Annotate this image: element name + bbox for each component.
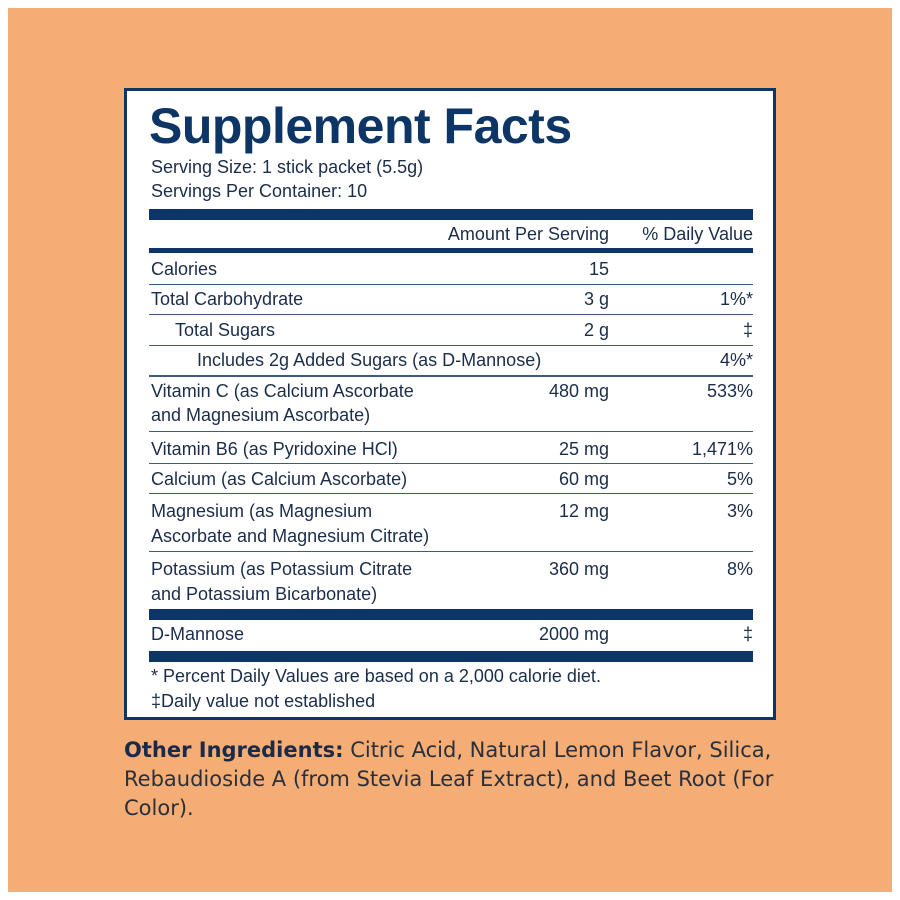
footnote-daily-values: * Percent Daily Values are based on a 2,… [151, 666, 601, 686]
supplement-facts-label: Supplement Facts Serving Size: 1 stick p… [124, 88, 776, 720]
nutrient-dv: 8% [726, 559, 753, 579]
nutrient-name: Total Carbohydrate [151, 289, 304, 309]
nutrient-name: Calories [151, 259, 218, 279]
nutrient-dv: ‡ [742, 320, 753, 340]
nutrient-amount: 15 [588, 259, 609, 279]
nutrient-dv: 533% [706, 381, 753, 401]
row-divider [149, 345, 753, 346]
nutrient-name: Total Sugars [175, 320, 276, 340]
nutrient-name: Magnesium (as Magnesium [151, 501, 373, 521]
nutrient-amount: 12 mg [558, 501, 609, 521]
nutrient-name: D-Mannose [151, 624, 245, 644]
nutrient-amount: 360 mg [548, 559, 609, 579]
nutrient-dv: 3% [726, 501, 753, 521]
row-divider [149, 463, 753, 464]
nutrient-dv: ‡ [742, 624, 753, 644]
nutrient-amount: 3 g [583, 289, 609, 309]
nutrient-name-line-2: and Magnesium Ascorbate) [151, 405, 371, 425]
nutrient-amount: 480 mg [548, 381, 609, 401]
nutrient-name: Vitamin C (as Calcium Ascorbate [151, 381, 414, 401]
label-title: Supplement Facts [149, 98, 572, 154]
nutrient-amount: 25 mg [558, 439, 609, 459]
nutrient-name-line-2: and Potassium Bicarbonate) [151, 584, 378, 604]
thick-divider [149, 209, 753, 220]
row-divider [149, 375, 753, 377]
row-divider [149, 314, 753, 315]
daily-value-header: % Daily Value [642, 224, 753, 244]
thick-divider [149, 651, 753, 662]
nutrient-amount: 2000 mg [538, 624, 609, 644]
amount-per-serving-header: Amount Per Serving [447, 224, 609, 244]
row-divider [149, 493, 753, 494]
nutrient-dv: 1,471% [691, 439, 753, 459]
nutrient-name: Vitamin B6 (as Pyridoxine HCl) [151, 439, 398, 459]
serving-size: Serving Size: 1 stick packet (5.5g) [151, 157, 424, 177]
other-ingredients-text: Citric Acid, Natural Lemon Flavor, Silic… [124, 738, 774, 820]
row-divider [149, 431, 753, 432]
other-ingredients: Other Ingredients: Citric Acid, Natural … [124, 736, 784, 823]
nutrient-dv: 5% [726, 469, 753, 489]
nutrient-amount: 2 g [583, 320, 609, 340]
nutrient-dv: 1%* [719, 289, 753, 309]
nutrient-name-line-2: Ascorbate and Magnesium Citrate) [151, 526, 430, 546]
nutrient-name: Potassium (as Potassium Citrate [151, 559, 413, 579]
row-divider [149, 551, 753, 552]
nutrient-dv: 4%* [719, 350, 753, 370]
nutrient-amount: 60 mg [558, 469, 609, 489]
footnote-not-established: ‡Daily value not established [151, 691, 376, 711]
other-ingredients-label: Other Ingredients: [124, 738, 344, 762]
nutrient-name: Calcium (as Calcium Ascorbate) [151, 469, 408, 489]
row-divider [149, 284, 753, 285]
nutrient-name: Includes 2g Added Sugars (as D-Mannose) [197, 350, 542, 370]
servings-per-container: Servings Per Container: 10 [151, 181, 368, 201]
thick-divider [149, 609, 753, 620]
medium-divider [149, 248, 753, 253]
